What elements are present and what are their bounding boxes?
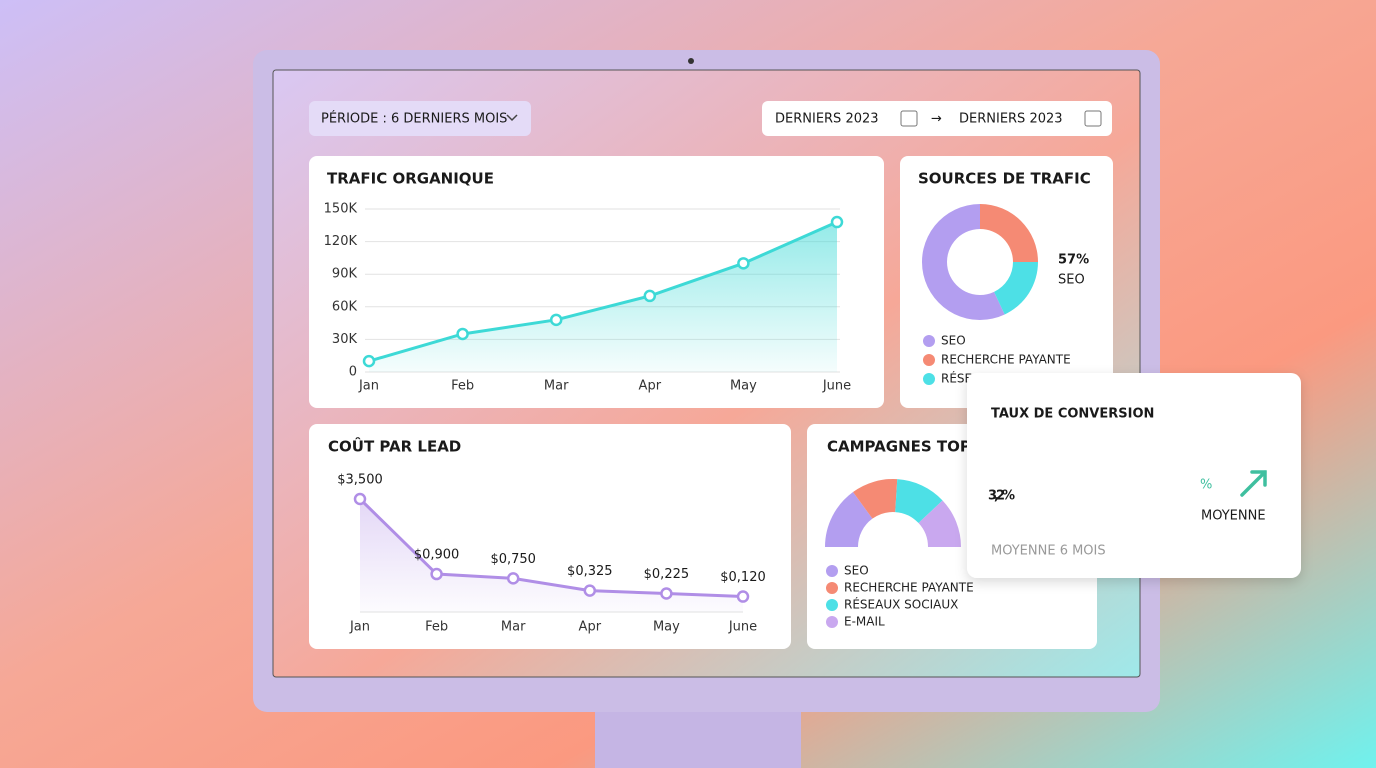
legend-label: E-MAIL [844, 615, 885, 629]
slice [994, 262, 1038, 315]
legend-swatch [826, 565, 838, 577]
data-label: $0,900 [414, 548, 460, 563]
point [549, 313, 563, 327]
legend-label: RÉSEAUX SOCIAUX [844, 597, 958, 612]
x-tick-label: Jan [349, 620, 370, 635]
area [369, 222, 837, 372]
slice [918, 500, 961, 547]
kpi-value: 3,2% [988, 489, 1015, 504]
conversion-card [967, 373, 1301, 578]
period-dropdown[interactable] [309, 101, 531, 136]
trend-arrow [1240, 470, 1267, 497]
y-tick-label: 30K [332, 332, 358, 347]
point [456, 327, 469, 341]
legend-swatch [923, 335, 935, 347]
point [736, 590, 750, 603]
date-range[interactable] [762, 101, 1112, 136]
donut-annotation-label: SEO [1058, 273, 1085, 288]
card-title: TRAFIC ORGANIQUE [327, 170, 494, 188]
x-tick-label: Feb [451, 379, 474, 394]
card-title: COÛT PAR LEAD [328, 437, 461, 456]
legend-label: RECHERCHE PAYANTE [941, 353, 1071, 367]
slice [895, 479, 943, 524]
point [430, 567, 443, 581]
point [737, 257, 750, 270]
line [368, 220, 838, 363]
monitor-stand [595, 705, 801, 768]
x-tick-label: June [728, 620, 757, 635]
date-to: DERNIERS 2023 [959, 112, 1063, 127]
data-label: $0,120 [720, 570, 766, 585]
legend-swatch [826, 616, 838, 628]
x-tick-label: May [653, 620, 680, 635]
slice [922, 204, 1005, 320]
card-title: CAMPAGNES TOP [827, 438, 971, 456]
point [362, 354, 376, 368]
slice [980, 204, 1038, 262]
data-label: $0,325 [567, 564, 613, 579]
card-title: TAUX DE CONVERSION [991, 407, 1154, 422]
point [830, 215, 844, 229]
point [583, 584, 597, 597]
slice [825, 491, 873, 547]
legend-swatch [826, 582, 838, 594]
dropdown-arrow [506, 114, 518, 122]
donut-annotation: 57% [1058, 253, 1089, 268]
calendar-icon[interactable] [1084, 110, 1102, 127]
point [660, 587, 673, 600]
calendar-icon[interactable] [900, 110, 918, 127]
y-tick-label: 120K [324, 234, 358, 249]
x-tick-label: Jan [358, 379, 379, 394]
period-label: PÉRIODE : 6 DERNIERS MOIS [321, 111, 507, 127]
x-tick-label: Apr [639, 379, 662, 394]
x-tick-label: Apr [579, 620, 602, 635]
y-tick-label: 90K [332, 267, 358, 282]
kpi-caption: MOYENNE 6 MOIS [991, 544, 1106, 559]
legend-swatch [923, 373, 935, 385]
x-tick-label: Feb [425, 620, 448, 635]
legend-swatch [826, 599, 838, 611]
date-from: DERNIERS 2023 [775, 112, 879, 127]
slice [853, 479, 898, 519]
legend-label: SEO [844, 564, 869, 578]
kpi-unit: % [1200, 478, 1212, 493]
data-label: $0,225 [644, 567, 690, 582]
area [360, 499, 743, 612]
point [643, 289, 657, 303]
point [506, 572, 520, 585]
x-tick-label: May [730, 379, 757, 394]
y-tick-label: 0 [349, 365, 357, 380]
y-tick-label: 60K [332, 299, 358, 314]
data-label: $3,500 [337, 473, 383, 488]
data-label: $0,750 [490, 552, 536, 567]
line [358, 497, 744, 599]
trend-label: MOYENNE [1201, 509, 1266, 524]
camera [688, 58, 694, 64]
x-tick-label: Mar [544, 379, 569, 394]
x-tick-label: June [822, 379, 851, 394]
point [353, 492, 367, 506]
card-title: SOURCES DE TRAFIC [918, 170, 1091, 188]
y-tick-label: 150K [324, 202, 358, 217]
legend-label: SEO [941, 334, 966, 348]
legend-swatch [923, 354, 935, 366]
legend-label: RECHERCHE PAYANTE [844, 581, 974, 595]
range-arrow: → [931, 112, 942, 127]
x-tick-label: Mar [501, 620, 526, 635]
